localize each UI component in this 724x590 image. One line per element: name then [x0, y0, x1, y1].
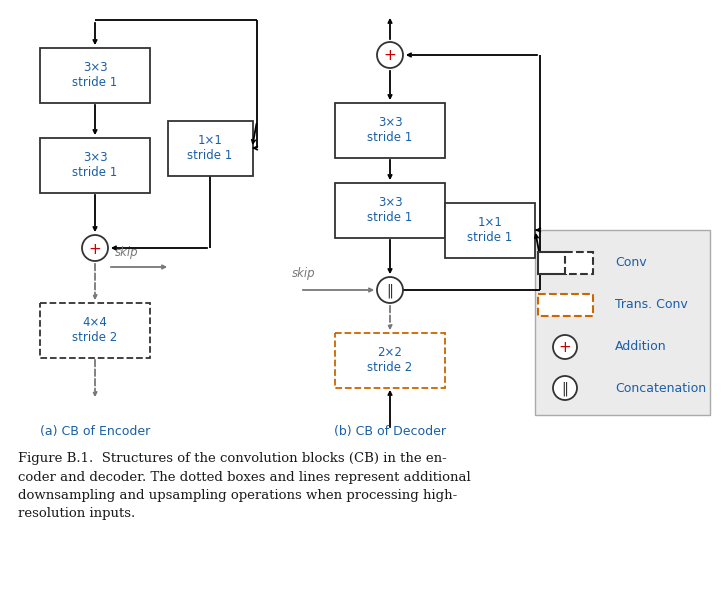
Bar — [167, 120, 253, 175]
Bar — [538, 252, 566, 274]
Circle shape — [377, 42, 403, 68]
Circle shape — [82, 235, 108, 261]
Text: 3×3
stride 1: 3×3 stride 1 — [72, 61, 117, 89]
Text: Trans. Conv: Trans. Conv — [615, 299, 688, 312]
Text: Addition: Addition — [615, 340, 667, 353]
Text: 3×3
stride 1: 3×3 stride 1 — [367, 196, 413, 224]
Text: skip: skip — [291, 267, 315, 280]
Text: Conv: Conv — [615, 257, 647, 270]
Bar — [335, 103, 445, 158]
Text: 3×3
stride 1: 3×3 stride 1 — [72, 151, 117, 179]
Text: ‖: ‖ — [387, 284, 393, 299]
Circle shape — [553, 376, 577, 400]
Circle shape — [553, 335, 577, 359]
Text: Concatenation: Concatenation — [615, 382, 706, 395]
Text: (b) CB of Decoder: (b) CB of Decoder — [334, 425, 446, 438]
Text: 2×2
stride 2: 2×2 stride 2 — [367, 346, 413, 374]
Circle shape — [377, 277, 403, 303]
Text: 4×4
stride 2: 4×4 stride 2 — [72, 316, 117, 344]
Text: +: + — [384, 48, 396, 64]
Bar — [445, 202, 535, 257]
Text: 1×1
stride 1: 1×1 stride 1 — [188, 134, 232, 162]
Text: +: + — [88, 241, 101, 257]
Text: 3×3
stride 1: 3×3 stride 1 — [367, 116, 413, 144]
Bar — [40, 137, 150, 192]
Bar — [40, 48, 150, 103]
Text: Figure B.1.  Structures of the convolution blocks (CB) in the en-
coder and deco: Figure B.1. Structures of the convolutio… — [18, 452, 471, 520]
Bar — [535, 230, 710, 415]
Bar — [565, 252, 593, 274]
Bar — [40, 303, 150, 358]
Text: skip: skip — [115, 246, 138, 259]
Text: ‖: ‖ — [562, 382, 568, 396]
Bar — [335, 182, 445, 238]
Text: (a) CB of Encoder: (a) CB of Encoder — [40, 425, 150, 438]
Text: 1×1
stride 1: 1×1 stride 1 — [468, 216, 513, 244]
Bar — [537, 294, 592, 316]
Text: +: + — [559, 340, 571, 356]
Bar — [335, 333, 445, 388]
